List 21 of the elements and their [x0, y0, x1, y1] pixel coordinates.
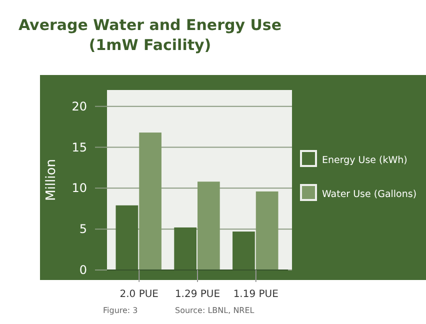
- y-tick-label: 5: [79, 222, 87, 236]
- y-tick-label: 0: [79, 263, 87, 277]
- y-tick-label: 10: [72, 181, 87, 196]
- bar: [174, 227, 196, 270]
- chart-subtitle: (1mW Facility): [88, 36, 212, 54]
- bar: [116, 205, 138, 270]
- bar: [198, 182, 220, 270]
- y-axis-title: Million: [44, 159, 59, 201]
- y-tick-label: 20: [72, 99, 87, 114]
- source-note: Source: LBNL, NREL: [175, 306, 255, 315]
- text: Figure: 3: [103, 306, 138, 315]
- legend-label: Energy Use (kWh): [322, 155, 408, 166]
- x-tick-label: 1.19 PUE: [233, 289, 278, 300]
- bar: [232, 232, 255, 270]
- bar: [139, 132, 162, 270]
- x-tick-label: 1.29 PUE: [174, 289, 220, 300]
- chart-title: Average Water and Energy Use: [18, 16, 282, 34]
- legend-label: Water Use (Gallons): [322, 189, 417, 200]
- x-tick-label: 2.0 PUE: [120, 289, 158, 300]
- bar: [256, 191, 278, 270]
- y-tick-label: 15: [72, 140, 87, 154]
